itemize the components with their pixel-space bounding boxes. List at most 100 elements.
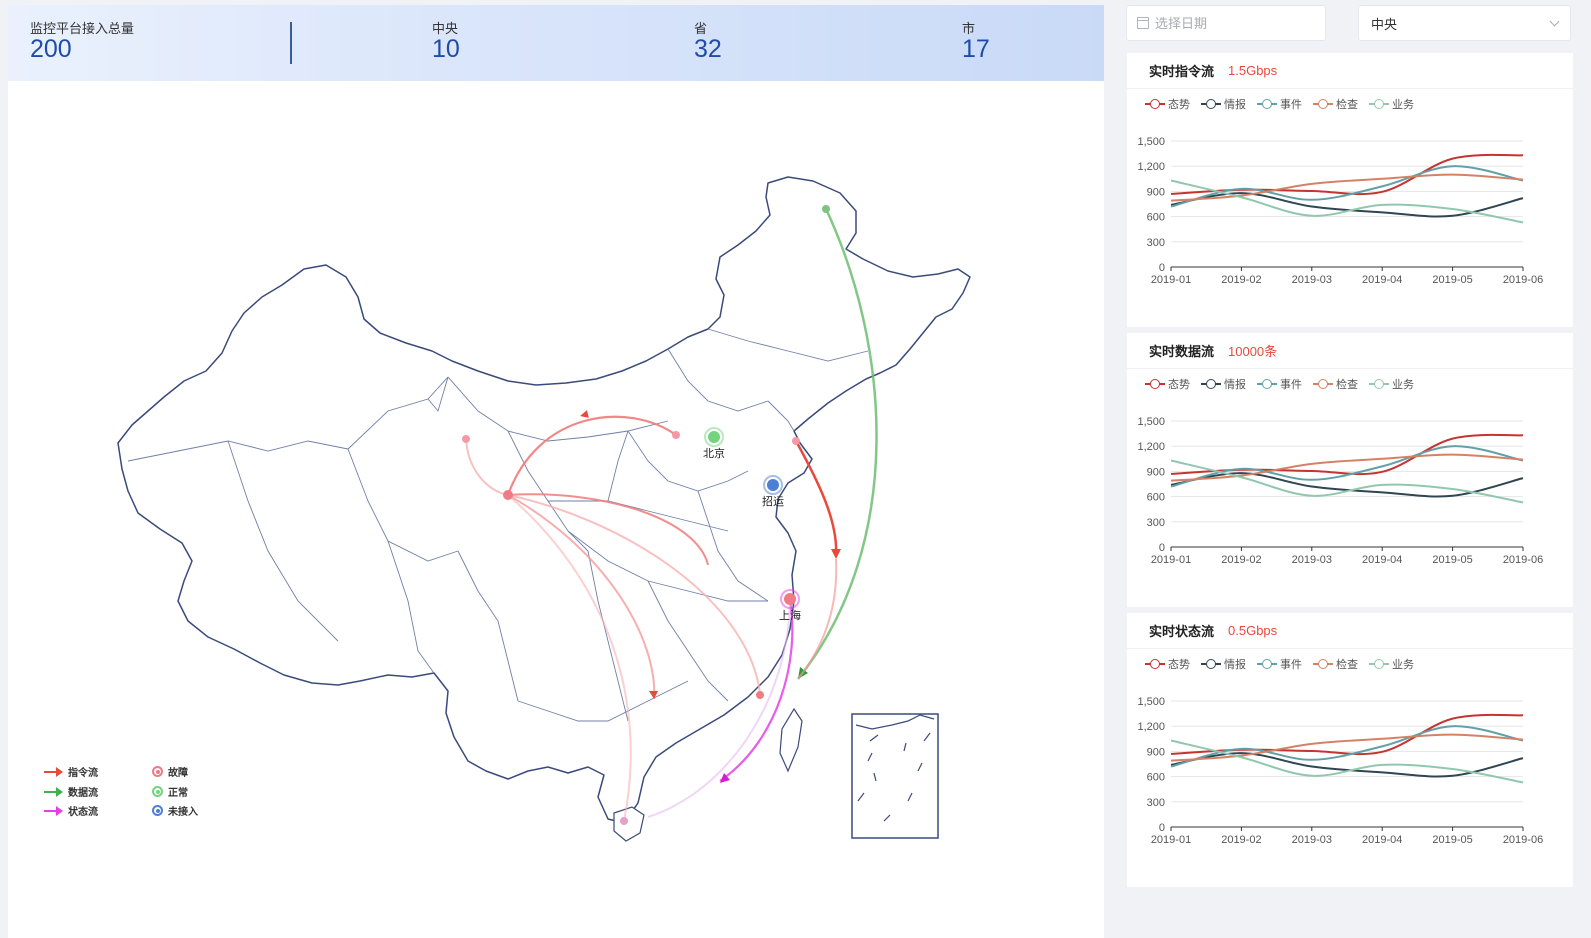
series-line[interactable]: [1170, 459, 1524, 504]
command-flow-arrow-1: [580, 410, 589, 418]
legend-line-circle-icon: [1369, 659, 1389, 669]
command-flow-line-3: [507, 494, 656, 700]
chart-legend: 态势 情报 事件 检查 业务: [1127, 651, 1573, 677]
date-picker[interactable]: [1126, 5, 1326, 41]
legend-label: 情报: [1224, 99, 1246, 111]
series-line[interactable]: [1170, 173, 1524, 202]
x-tick-label: 2019-04: [1362, 274, 1402, 286]
series-line[interactable]: [1170, 725, 1524, 768]
series-line[interactable]: [1170, 733, 1524, 762]
legend-line-circle-icon: [1257, 659, 1277, 669]
stat-total-value: 200: [30, 35, 72, 63]
china-map[interactable]: 北京 招运 上海 指令流: [8, 81, 1104, 938]
card-header: 实时数据流 10000条: [1127, 333, 1573, 369]
node-shanghai[interactable]: [780, 589, 800, 609]
y-tick-label: 300: [1147, 237, 1165, 249]
legend-item[interactable]: 检查: [1313, 376, 1358, 392]
node-fault-2[interactable]: [462, 435, 470, 443]
y-tick-label: 1,200: [1137, 721, 1165, 733]
card-header: 实时状态流 0.5Gbps: [1127, 613, 1573, 649]
legend-data-flow-label: 数据流: [68, 788, 98, 799]
level-select[interactable]: 中央: [1358, 5, 1571, 41]
legend-item[interactable]: 态势: [1145, 376, 1190, 392]
legend-line-circle-icon: [1313, 379, 1333, 389]
legend-line-circle-icon: [1145, 379, 1165, 389]
node-normal-1[interactable]: [822, 205, 830, 213]
legend-label: 态势: [1168, 659, 1190, 671]
card-status-flow: 实时状态流 0.5Gbps 态势 情报 事件 检查 业务 0 300 600 900 1,200…: [1127, 613, 1573, 887]
status-flow-arrow-icon: [44, 805, 64, 816]
node-fault-5[interactable]: [756, 691, 764, 699]
node-fault-4[interactable]: [792, 437, 800, 445]
fault-dot-icon: [152, 766, 163, 777]
stat-central: 中央 10: [432, 22, 460, 63]
y-tick-label: 1,200: [1137, 161, 1165, 173]
legend-status-flow-label: 状态流: [68, 807, 98, 818]
legend-item[interactable]: 事件: [1257, 96, 1302, 112]
legend-line-circle-icon: [1369, 99, 1389, 109]
level-select-value: 中央: [1371, 16, 1398, 32]
series-line[interactable]: [1170, 739, 1524, 784]
date-input[interactable]: [1155, 15, 1305, 31]
legend-command-flow: 指令流: [44, 764, 98, 779]
line-chart-data: 0 300 600 900 1,200 1,500 2019-01 2019-02 2019-0…: [1137, 416, 1543, 566]
stat-city-label: 市: [962, 21, 976, 36]
series-line[interactable]: [1170, 192, 1524, 218]
legend-data-flow: 数据流: [44, 784, 98, 799]
node-fault-6[interactable]: [620, 817, 628, 825]
series-line[interactable]: [1170, 179, 1524, 224]
command-flow-line-4: [507, 494, 761, 694]
data-flow-line: [797, 208, 878, 680]
china-map-svg[interactable]: 北京 招运 上海: [8, 81, 1104, 938]
status-flow-line-1: [719, 600, 794, 782]
x-tick-label: 2019-01: [1151, 274, 1191, 286]
series-line[interactable]: [1170, 472, 1524, 498]
x-tick-label: 2019-06: [1503, 274, 1543, 286]
node-beijing[interactable]: [704, 427, 724, 447]
legend-label: 检查: [1336, 659, 1358, 671]
series-line[interactable]: [1170, 165, 1524, 208]
series-line[interactable]: [1170, 445, 1524, 488]
y-tick-label: 600: [1147, 212, 1165, 224]
status-flow-arrow-1: [720, 773, 730, 783]
legend-label: 业务: [1392, 659, 1414, 671]
normal-dot-icon: [152, 786, 163, 797]
card-metric: 1.5Gbps: [1228, 63, 1278, 78]
x-tick-label: 2019-01: [1151, 834, 1191, 846]
legend-item[interactable]: 事件: [1257, 656, 1302, 672]
y-tick-label: 300: [1147, 797, 1165, 809]
city-label-shanghai: 上海: [779, 608, 801, 622]
node-zhaoyun[interactable]: [763, 475, 783, 495]
x-tick-label: 2019-02: [1221, 554, 1261, 566]
legend-item[interactable]: 态势: [1145, 96, 1190, 112]
stat-city-value: 17: [962, 35, 990, 63]
legend-line-circle-icon: [1257, 379, 1277, 389]
stat-city: 市 17: [962, 21, 990, 63]
x-tick-label: 2019-06: [1503, 834, 1543, 846]
x-tick-label: 2019-03: [1292, 834, 1332, 846]
legend-line-circle-icon: [1257, 99, 1277, 109]
legend-item[interactable]: 检查: [1313, 96, 1358, 112]
series-line[interactable]: [1170, 752, 1524, 778]
x-tick-label: 2019-02: [1221, 274, 1261, 286]
legend-item[interactable]: 情报: [1201, 376, 1246, 392]
legend-item[interactable]: 态势: [1145, 656, 1190, 672]
legend-item[interactable]: 业务: [1369, 656, 1414, 672]
legend-item[interactable]: 情报: [1201, 656, 1246, 672]
series-line[interactable]: [1170, 453, 1524, 482]
stat-central-value: 10: [432, 35, 460, 63]
node-fault-1[interactable]: [503, 490, 513, 500]
legend-label: 态势: [1168, 379, 1190, 391]
legend-item[interactable]: 业务: [1369, 376, 1414, 392]
y-tick-label: 0: [1159, 542, 1165, 554]
legend-item[interactable]: 事件: [1257, 376, 1302, 392]
legend-label: 事件: [1280, 659, 1302, 671]
y-tick-label: 1,500: [1137, 696, 1165, 708]
legend-item[interactable]: 检查: [1313, 656, 1358, 672]
y-tick-label: 900: [1147, 466, 1165, 478]
card-metric: 10000条: [1228, 344, 1278, 359]
legend-item[interactable]: 业务: [1369, 96, 1414, 112]
node-fault-3[interactable]: [672, 431, 680, 439]
legend-item[interactable]: 情报: [1201, 96, 1246, 112]
legend-fault-label: 故障: [168, 768, 188, 779]
